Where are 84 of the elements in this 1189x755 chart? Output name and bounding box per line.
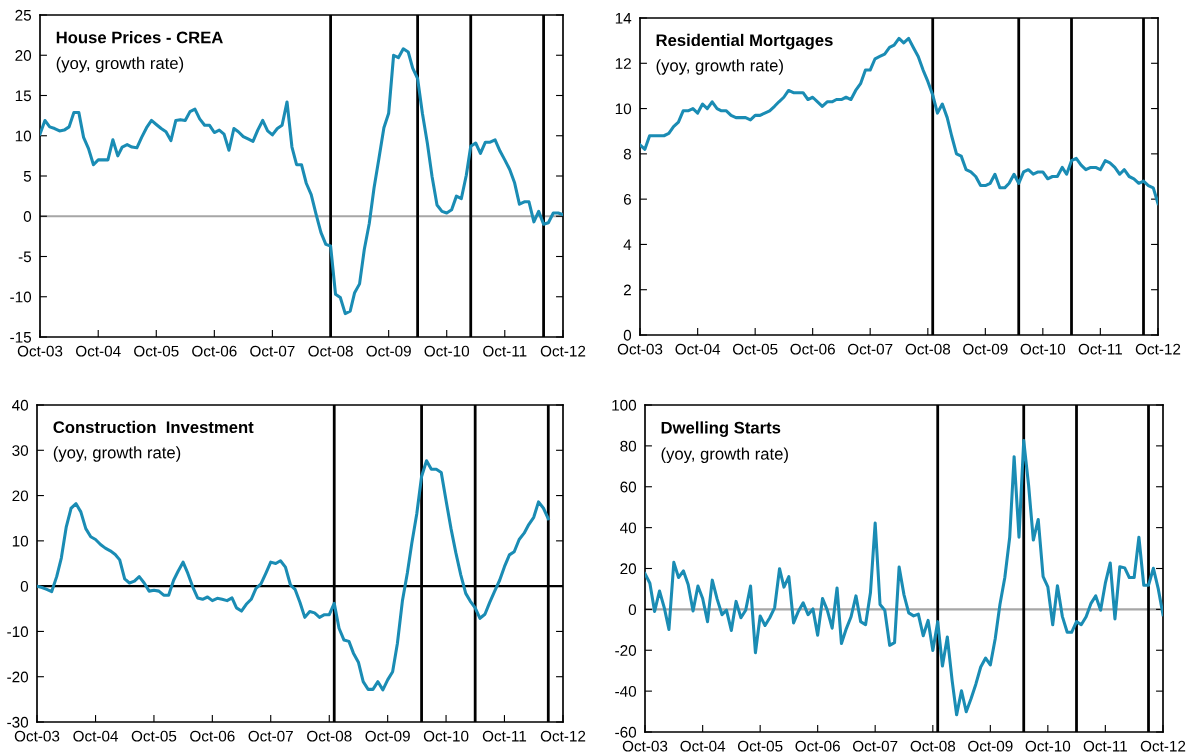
y-tick-label: 100 <box>612 399 637 411</box>
y-tick-label: -20 <box>615 645 637 656</box>
x-tick-label: Oct-08 <box>308 345 353 357</box>
y-tick-label: 10 <box>615 103 632 115</box>
x-tick-label: Oct-04 <box>680 740 726 752</box>
x-tick-label: Oct-12 <box>540 730 586 742</box>
text: (yoy, growth rate) <box>656 59 783 75</box>
x-tick-label: Oct-06 <box>790 343 835 355</box>
y-tick-label: 14 <box>615 13 632 24</box>
x-tick-label: Oct-11 <box>1083 740 1127 752</box>
x-tick-label: Oct-06 <box>190 730 235 742</box>
x-tick-label: Oct-07 <box>852 740 898 752</box>
y-tick-label: -20 <box>7 671 29 683</box>
text: Construction Investment <box>53 420 254 434</box>
line-series <box>40 47 563 316</box>
x-tick-label: Oct-03 <box>14 730 60 742</box>
y-tick-label: 40 <box>620 522 637 534</box>
y-tick-label: 0 <box>623 329 632 341</box>
x-tick-label: Oct-11 <box>482 730 527 742</box>
y-tick-label: 4 <box>623 239 632 250</box>
text: (yoy, growth rate) <box>661 447 788 464</box>
x-tick-label: Oct-04 <box>73 730 119 742</box>
y-tick-label: 80 <box>620 440 637 452</box>
x-tick-label: Oct-06 <box>795 740 840 752</box>
x-tick-label: Oct-10 <box>1025 740 1071 752</box>
x-tick-label: Oct-12 <box>540 345 586 357</box>
text: Residential Mortgages <box>656 33 833 50</box>
y-tick-label: -60 <box>615 726 637 738</box>
x-tick-label: Oct-04 <box>76 345 121 357</box>
y-tick-label: -30 <box>7 716 29 728</box>
y-tick-label: 5 <box>23 171 32 182</box>
x-tick-label: Oct-05 <box>737 740 783 752</box>
y-tick-label: 10 <box>12 535 29 547</box>
y-tick-label: 30 <box>12 445 29 456</box>
text: (yoy, growth rate) <box>56 56 184 73</box>
y-tick-label: 0 <box>628 604 637 616</box>
x-tick-label: Oct-07 <box>250 345 295 357</box>
x-tick-label: Oct-07 <box>248 730 293 742</box>
y-tick-label: 15 <box>15 90 32 102</box>
y-tick-label: -15 <box>10 332 32 343</box>
line-series <box>645 439 1163 717</box>
x-tick-label: Oct-09 <box>963 343 1008 355</box>
x-tick-label: Oct-03 <box>622 740 668 752</box>
x-tick-label: Oct-08 <box>307 730 352 742</box>
y-tick-label: 8 <box>623 148 631 160</box>
y-tick-label: 0 <box>23 211 32 222</box>
x-tick-label: Oct-03 <box>617 343 663 355</box>
y-tick-label: 20 <box>620 563 637 575</box>
x-tick-label: Oct-05 <box>732 343 778 355</box>
y-tick-label: -10 <box>7 626 29 638</box>
y-tick-label: 6 <box>623 194 631 205</box>
y-tick-label: 40 <box>12 399 29 411</box>
y-tick-label: 25 <box>15 9 32 21</box>
text: Dwelling Starts <box>661 421 781 437</box>
x-tick-label: Oct-06 <box>192 345 237 357</box>
x-tick-label: Oct-08 <box>910 740 956 752</box>
x-tick-label: Oct-10 <box>1020 343 1066 355</box>
x-tick-label: Oct-05 <box>134 345 179 357</box>
x-tick-label: Oct-04 <box>675 343 721 355</box>
x-tick-label: Oct-09 <box>365 730 410 742</box>
text: (yoy, growth rate) <box>53 446 181 462</box>
x-tick-label: Oct-05 <box>131 730 177 742</box>
y-tick-label: -10 <box>10 291 32 303</box>
x-tick-label: Oct-11 <box>1078 343 1122 355</box>
x-tick-label: Oct-12 <box>1135 343 1181 355</box>
y-tick-label: -40 <box>615 685 637 697</box>
y-tick-label: 2 <box>623 284 631 296</box>
x-tick-label: Oct-12 <box>1140 740 1186 752</box>
y-tick-label: -5 <box>18 251 32 263</box>
y-tick-label: 60 <box>620 481 637 493</box>
text: House Prices - CREA <box>56 31 223 44</box>
y-tick-label: 12 <box>615 58 631 69</box>
x-tick-label: Oct-09 <box>366 345 411 357</box>
y-tick-label: 20 <box>15 50 32 61</box>
y-tick-label: 0 <box>20 581 29 592</box>
x-tick-label: Oct-10 <box>423 730 469 742</box>
x-tick-label: Oct-03 <box>17 345 63 357</box>
x-tick-label: Oct-09 <box>968 740 1013 752</box>
x-tick-label: Oct-08 <box>905 343 951 355</box>
x-tick-label: Oct-11 <box>483 345 527 357</box>
y-tick-label: 10 <box>15 130 32 142</box>
y-tick-label: 20 <box>12 490 29 502</box>
x-tick-label: Oct-10 <box>424 345 470 357</box>
x-tick-label: Oct-07 <box>847 343 893 355</box>
